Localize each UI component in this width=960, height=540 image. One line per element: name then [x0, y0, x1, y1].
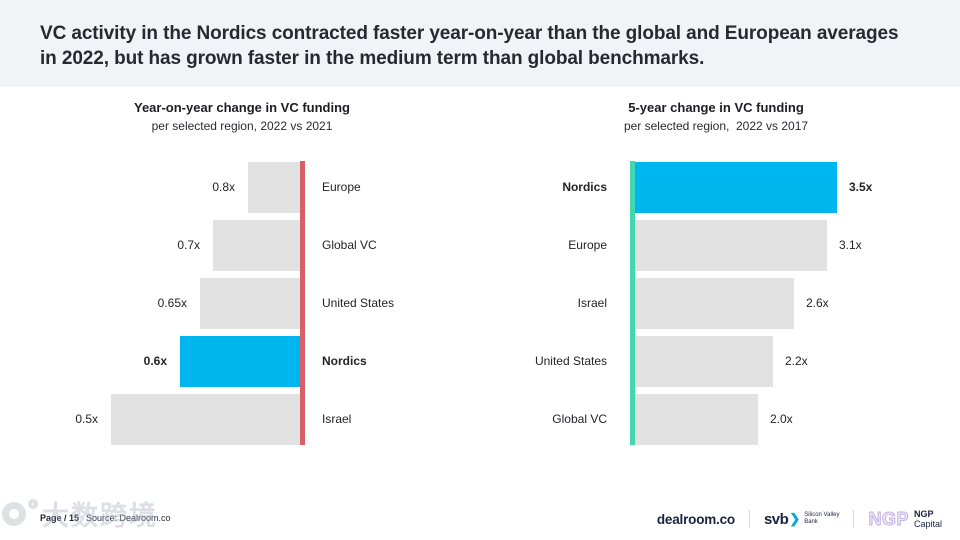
- 5yr-value-label-nordics: 3.5x: [849, 180, 873, 194]
- ngp-logo: NGP NGP Capital: [868, 508, 942, 530]
- chart-yoy-subtitle: per selected region, 2022 vs 2021: [151, 119, 333, 133]
- logo-divider: [853, 510, 855, 528]
- 5yr-category-label-united-states: United States: [534, 354, 607, 368]
- 5yr-category-label-israel: Israel: [577, 296, 607, 310]
- 5yr-value-label-israel: 2.6x: [806, 296, 829, 310]
- ngp-name: NGP: [913, 508, 934, 519]
- 5yr-bar-europe: [633, 220, 827, 271]
- yoy-value-label-israel: 0.5x: [75, 412, 98, 426]
- chart-5yr-subtitle: per selected region, 2022 vs 2017: [623, 119, 809, 133]
- 5yr-value-label-global-vc: 2.0x: [770, 412, 793, 426]
- 5yr-category-label-nordics: Nordics: [562, 180, 607, 194]
- yoy-bar-united-states: [200, 278, 302, 329]
- yoy-bar-europe: [248, 162, 302, 213]
- svb-subtext-line2: Bank: [804, 519, 818, 525]
- svb-subtext-line1: Silicon Valley: [804, 511, 840, 518]
- page-number-label: Page / 15: [40, 513, 80, 523]
- yoy-value-label-global-vc: 0.7x: [177, 238, 200, 252]
- chart-5yr-title: 5-year change in VC funding: [628, 100, 804, 115]
- ngp-logo-text: NGP Capital: [914, 509, 942, 530]
- ngp-outline-wordmark: NGP: [868, 508, 909, 529]
- yoy-value-label-europe: 0.8x: [212, 180, 235, 194]
- yoy-value-label-nordics: 0.6x: [143, 354, 167, 368]
- svb-subtext: Silicon Valley Bank: [804, 512, 839, 527]
- svb-logo: svb ❯ Silicon Valley Bank: [764, 511, 840, 528]
- yoy-category-label-global-vc: Global VC: [322, 238, 377, 252]
- yoy-bar-israel: [111, 394, 302, 445]
- 5yr-category-label-europe: Europe: [568, 238, 607, 252]
- svb-chevron-icon: ❯: [789, 511, 801, 526]
- slide-title: VC activity in the Nordics contracted fa…: [40, 23, 899, 70]
- svb-wordmark: svb: [763, 510, 789, 528]
- yoy-category-label-israel: Israel: [322, 412, 352, 426]
- yoy-category-label-europe: Europe: [322, 180, 361, 194]
- header-band: VC activity in the Nordics contracted fa…: [0, 0, 960, 86]
- ngp-capital: Capital: [913, 519, 942, 529]
- 5yr-bar-united-states: [633, 336, 773, 387]
- yoy-axis-line: [300, 161, 305, 445]
- chart-yoy-title: Year-on-year change in VC funding: [134, 100, 350, 115]
- dealroom-logo: dealroom.co: [656, 511, 735, 527]
- yoy-category-label-nordics: Nordics: [322, 354, 367, 368]
- yoy-category-label-united-states: United States: [322, 296, 395, 310]
- source-label: Source: Dealroom.co: [86, 513, 171, 523]
- yoy-value-label-united-states: 0.65x: [157, 296, 187, 310]
- 5yr-axis-line: [630, 161, 635, 445]
- 5yr-value-label-united-states: 2.2x: [785, 354, 808, 368]
- 5yr-value-label-europe: 3.1x: [839, 238, 862, 252]
- 5yr-category-label-global-vc: Global VC: [552, 412, 607, 426]
- logo-divider: [748, 510, 750, 528]
- 5yr-bar-global-vc: [633, 394, 758, 445]
- partner-logos: dealroom.co svb ❯ Silicon Valley Bank NG…: [657, 504, 942, 534]
- yoy-bar-global-vc: [213, 220, 302, 271]
- 5yr-bar-nordics: [633, 162, 837, 213]
- yoy-bar-nordics: [180, 336, 302, 387]
- 5yr-bar-israel: [633, 278, 794, 329]
